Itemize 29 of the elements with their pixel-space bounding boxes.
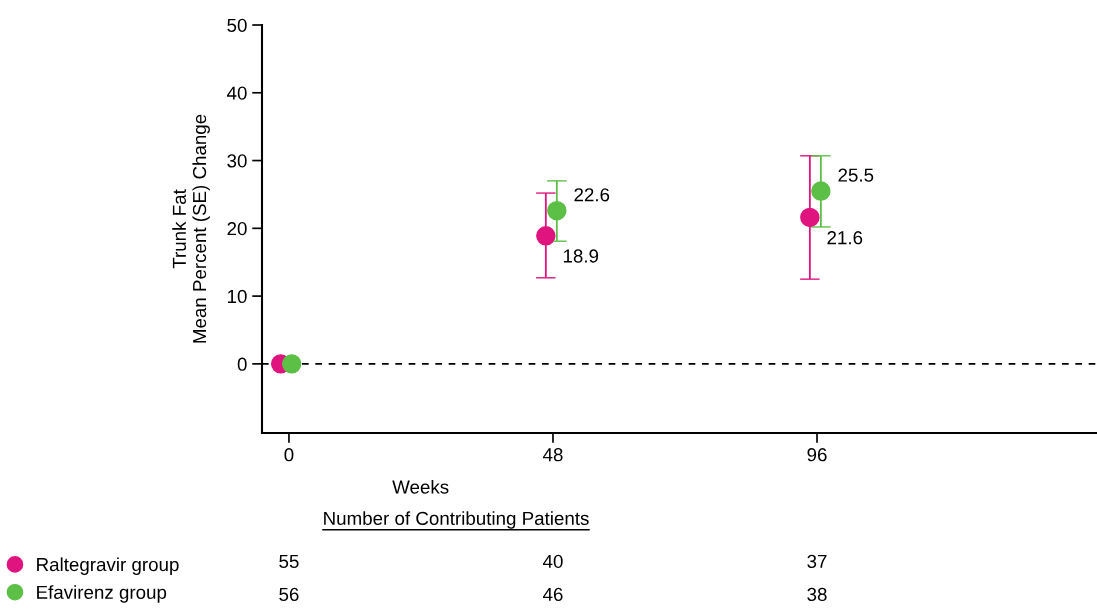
y-tick-label: 40 bbox=[226, 86, 247, 100]
data-label: 25.5 bbox=[838, 168, 874, 182]
x-tick-label: 96 bbox=[807, 448, 827, 462]
point bbox=[811, 181, 831, 201]
x-tick-label: 0 bbox=[284, 448, 294, 462]
legend-label: Raltegravir group bbox=[37, 557, 179, 575]
text: 37 bbox=[807, 554, 827, 569]
y-tick-label: 0 bbox=[237, 357, 247, 371]
point bbox=[547, 200, 567, 221]
text: 46 bbox=[542, 587, 563, 602]
data-label: 21.6 bbox=[827, 231, 863, 245]
y-axis-title: Trunk Fat Mean Percent (SE) Change bbox=[172, 114, 210, 343]
y-tick-label: 20 bbox=[227, 222, 247, 236]
point bbox=[800, 207, 820, 228]
text: 38 bbox=[807, 587, 827, 602]
y-tick-label: 10 bbox=[227, 289, 247, 304]
y-tick-label: 50 bbox=[227, 18, 247, 32]
legend-label: Efavirenz group bbox=[37, 585, 167, 603]
point bbox=[536, 226, 556, 246]
data-label: 18.9 bbox=[563, 249, 599, 263]
y-tick-label: 30 bbox=[227, 154, 247, 168]
text: Number of Contributing Patients bbox=[324, 511, 589, 529]
text: 56 bbox=[279, 587, 299, 602]
x-tick-label: 48 bbox=[542, 448, 563, 462]
text: 40 bbox=[542, 554, 563, 569]
data-label: 22.6 bbox=[574, 188, 610, 202]
x-axis-title: Weeks bbox=[392, 479, 449, 494]
point bbox=[281, 354, 302, 374]
text: 55 bbox=[279, 554, 299, 569]
